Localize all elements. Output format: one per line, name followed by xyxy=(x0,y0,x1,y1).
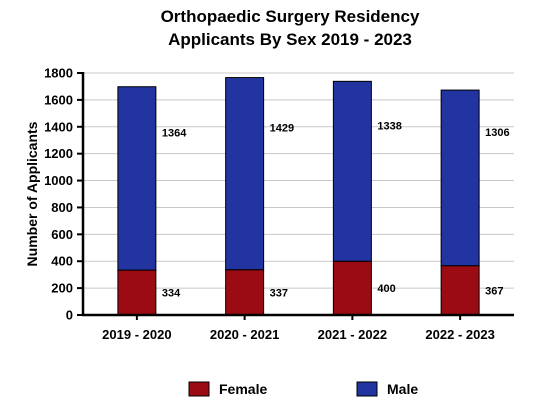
bars xyxy=(117,77,480,316)
bar-female-1 xyxy=(117,269,157,316)
bar-female-3 xyxy=(332,260,372,316)
data-label-female: 400 xyxy=(377,283,395,295)
data-label-male: 1364 xyxy=(162,127,187,139)
data-label-male: 1306 xyxy=(485,127,509,139)
y-tick-label: 1600 xyxy=(44,92,73,107)
data-label-female: 337 xyxy=(270,287,288,299)
legend-label-female: Female xyxy=(219,381,267,397)
legend-swatch-female xyxy=(188,381,210,397)
x-tick-label: 2022 - 2023 xyxy=(425,327,494,342)
legend: Female Male xyxy=(188,381,418,397)
x-tick-label: 2020 - 2021 xyxy=(210,327,279,342)
data-label-male: 1338 xyxy=(377,120,401,132)
y-tick-label: 200 xyxy=(51,281,73,296)
y-tick-label: 800 xyxy=(51,200,73,215)
data-label-female: 334 xyxy=(162,288,181,300)
bar-male-2 xyxy=(225,77,265,271)
data-label-male: 1429 xyxy=(270,123,294,135)
y-tick-label: 600 xyxy=(51,227,73,242)
x-tick-label: 2021 - 2022 xyxy=(318,327,387,342)
legend-swatch-male xyxy=(356,381,378,397)
y-tick-label: 1000 xyxy=(44,173,73,188)
bar-female-2 xyxy=(225,269,265,316)
chart-title-line-1: Orthopaedic Surgery Residency xyxy=(161,7,420,26)
x-tick-label: 2019 - 2020 xyxy=(102,327,171,342)
bar-male-3 xyxy=(332,80,372,262)
chart-title-line-2: Applicants By Sex 2019 - 2023 xyxy=(168,30,412,49)
bar-female-4 xyxy=(440,265,480,316)
y-tick-label: 400 xyxy=(51,254,73,269)
y-tick-label: 1400 xyxy=(44,119,73,134)
tick-labels: 0 200 400 600 800 1000 1200 1400 1600 1800 2019 - … xyxy=(44,66,495,343)
data-label-female: 367 xyxy=(485,285,503,297)
legend-label-male: Male xyxy=(387,381,418,397)
axes xyxy=(77,72,514,320)
y-tick-label: 0 xyxy=(66,308,73,323)
bar-male-4 xyxy=(440,89,480,267)
y-tick-label: 1800 xyxy=(44,66,73,81)
bar-male-1 xyxy=(117,86,157,271)
data-labels: 334 1364 337 1429 400 1338 367 1306 xyxy=(162,120,510,299)
y-axis-label: Number of Applicants xyxy=(24,121,40,266)
y-tick-label: 1200 xyxy=(44,146,73,161)
